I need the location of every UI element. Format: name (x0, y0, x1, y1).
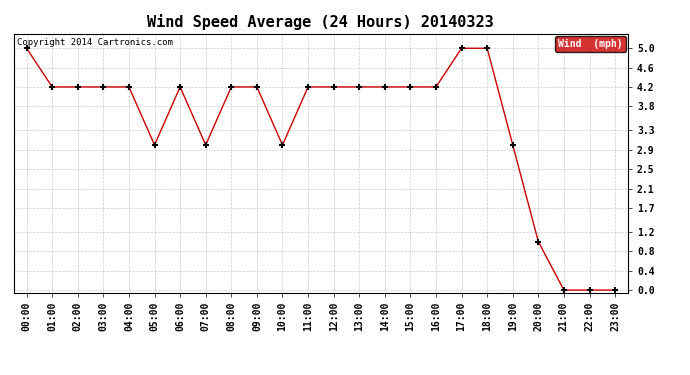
Text: Copyright 2014 Cartronics.com: Copyright 2014 Cartronics.com (17, 38, 172, 46)
Title: Wind Speed Average (24 Hours) 20140323: Wind Speed Average (24 Hours) 20140323 (148, 14, 494, 30)
Legend: Wind  (mph): Wind (mph) (555, 36, 626, 51)
